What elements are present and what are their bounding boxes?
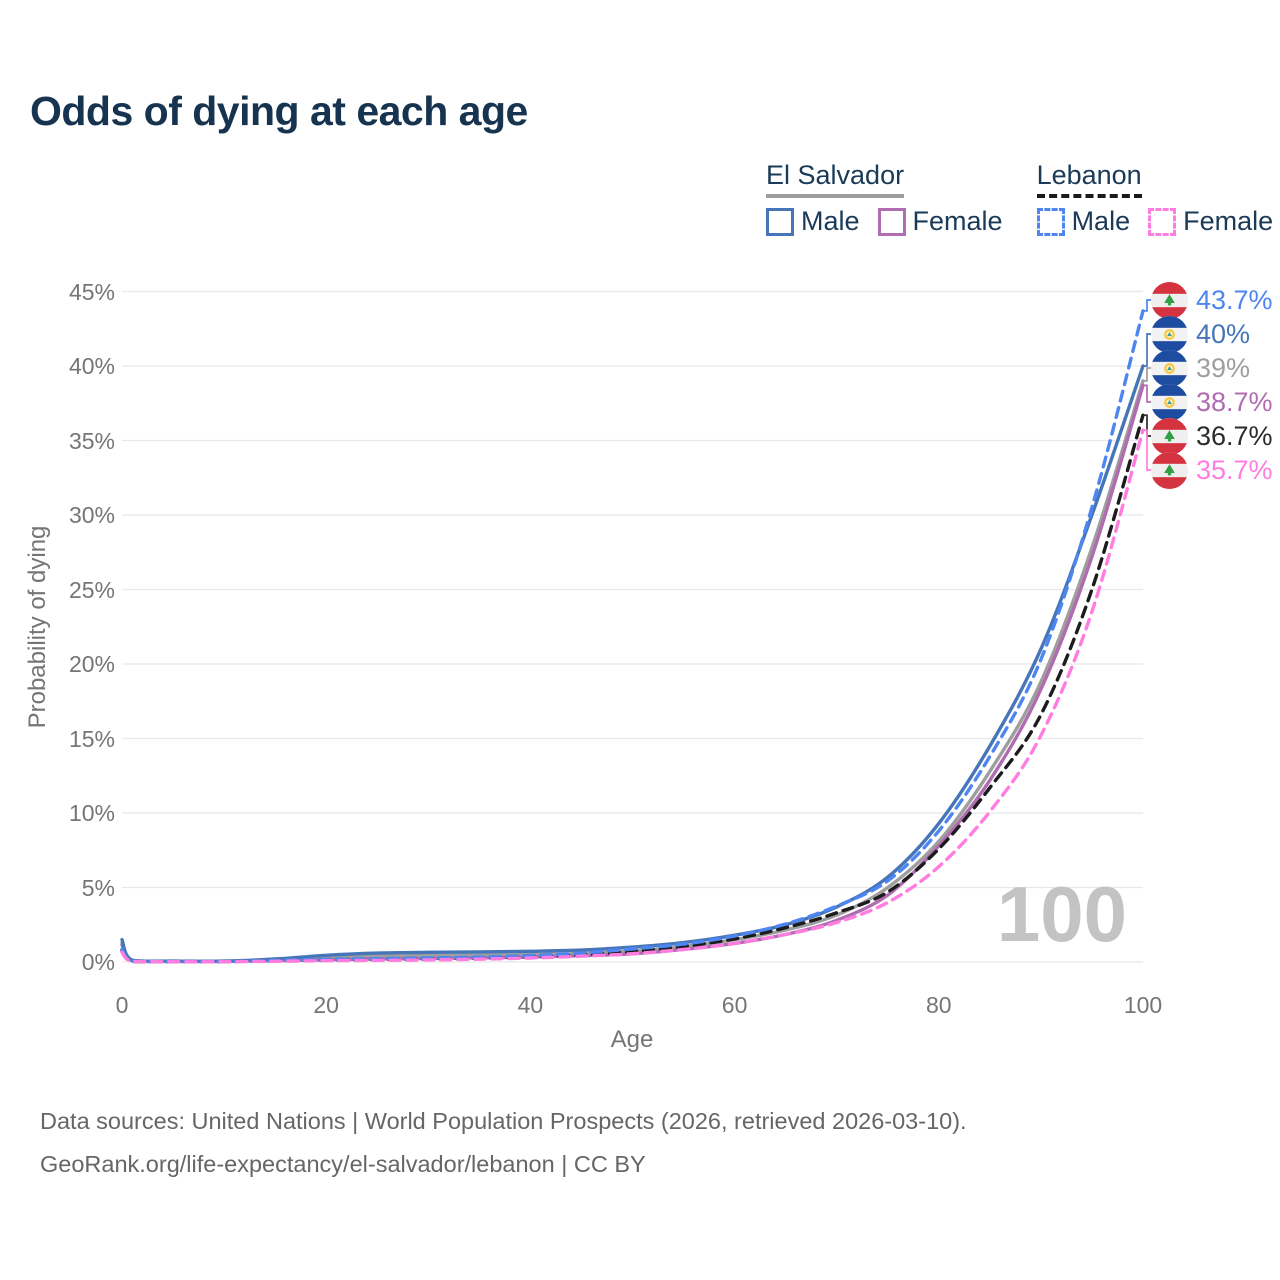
legend: El Salvador Male Female Lebanon Male Female [766, 160, 1273, 237]
lebanon-flag-icon [1151, 417, 1188, 455]
legend-swatch-lb-female [1148, 207, 1177, 236]
end-label-connector [1143, 429, 1151, 471]
y-tick-label: 40% [68, 353, 115, 379]
x-tick-label: 0 [115, 992, 129, 1018]
x-tick-label: 20 [313, 992, 339, 1018]
end-label-connector [1143, 333, 1151, 367]
y-tick-label: 25% [68, 576, 115, 603]
y-tick-label: 45% [68, 278, 115, 305]
end-label-es-male: 40% [1151, 315, 1251, 353]
legend-swatch-es-male [766, 207, 794, 236]
el-salvador-flag-icon [1151, 383, 1188, 421]
y-tick-label: 35% [68, 427, 115, 454]
end-label-connector [1143, 384, 1151, 403]
chart-title: Odds of dying at each age [30, 88, 528, 134]
y-tick-label: 0% [81, 949, 115, 975]
series-line-es-male[interactable] [120, 364, 1145, 964]
series-line-lb-male[interactable] [120, 309, 1145, 964]
y-axis-title: Probability of dying [24, 525, 51, 729]
legend-item-lb-male[interactable]: Male [1036, 206, 1131, 237]
x-tick-label: 40 [517, 992, 544, 1018]
series-line-lb-female[interactable] [120, 428, 1145, 964]
legend-item-lb-female[interactable]: Female [1148, 206, 1273, 237]
series-line-es-both[interactable] [120, 379, 1145, 964]
end-label-lb-male: 43.7% [1151, 281, 1273, 319]
end-label-value: 36.7% [1196, 420, 1273, 451]
end-label-value: 35.7% [1196, 454, 1273, 485]
legend-swatch-lb-male [1036, 207, 1065, 236]
footer-attribution: GeoRank.org/life-expectancy/el-salvador/… [40, 1151, 646, 1178]
legend-item-es-male[interactable]: Male [766, 206, 860, 237]
legend-group-title[interactable]: Lebanon [1036, 160, 1142, 198]
series-line-es-female[interactable] [120, 383, 1145, 964]
end-label-value: 38.7% [1196, 386, 1273, 417]
lebanon-flag-icon [1151, 451, 1188, 489]
end-label-connector [1143, 414, 1151, 437]
legend-swatch-es-female [877, 207, 906, 236]
y-tick-label: 20% [68, 651, 115, 677]
end-label-value: 40% [1196, 318, 1251, 349]
y-tick-label: 15% [68, 725, 115, 752]
y-tick-label: 5% [81, 874, 115, 901]
el-salvador-flag-icon [1151, 349, 1188, 387]
legend-item-label: Male [801, 206, 860, 236]
legend-item-label: Male [1071, 206, 1131, 236]
footer-data-sources: Data sources: United Nations | World Pop… [40, 1108, 967, 1134]
x-tick-label: 60 [721, 992, 748, 1018]
lebanon-flag-icon [1151, 281, 1188, 319]
end-label-connector [1143, 367, 1151, 382]
legend-group-title[interactable]: El Salvador [766, 160, 905, 198]
el-salvador-flag-icon [1151, 315, 1188, 353]
end-label-es-both: 39% [1151, 349, 1251, 387]
end-label-value: 43.7% [1196, 284, 1273, 315]
legend-item-label: Female [912, 206, 1003, 236]
end-label-value: 39% [1196, 352, 1251, 383]
end-label-lb-female: 35.7% [1151, 451, 1273, 489]
y-tick-label: 10% [68, 800, 115, 826]
x-tick-label: 80 [926, 992, 952, 1018]
end-label-es-female: 38.7% [1151, 383, 1273, 421]
end-label-connector [1143, 299, 1151, 312]
legend-item-label: Female [1183, 206, 1274, 236]
series-line-lb-both[interactable] [120, 413, 1145, 964]
x-axis-title: Age [610, 1026, 654, 1053]
y-tick-label: 30% [68, 502, 115, 528]
hovered-age-watermark: 100 [997, 870, 1127, 958]
footer: Data sources: United Nations | World Pop… [40, 1100, 967, 1186]
x-tick-label: 100 [1123, 992, 1163, 1018]
legend-item-es-female[interactable]: Female [877, 206, 1003, 237]
legend-group-lebanon: Lebanon Male Female [1036, 160, 1273, 237]
legend-group-el-salvador: El Salvador Male Female [766, 160, 1003, 237]
end-label-lb-both: 36.7% [1151, 417, 1273, 455]
